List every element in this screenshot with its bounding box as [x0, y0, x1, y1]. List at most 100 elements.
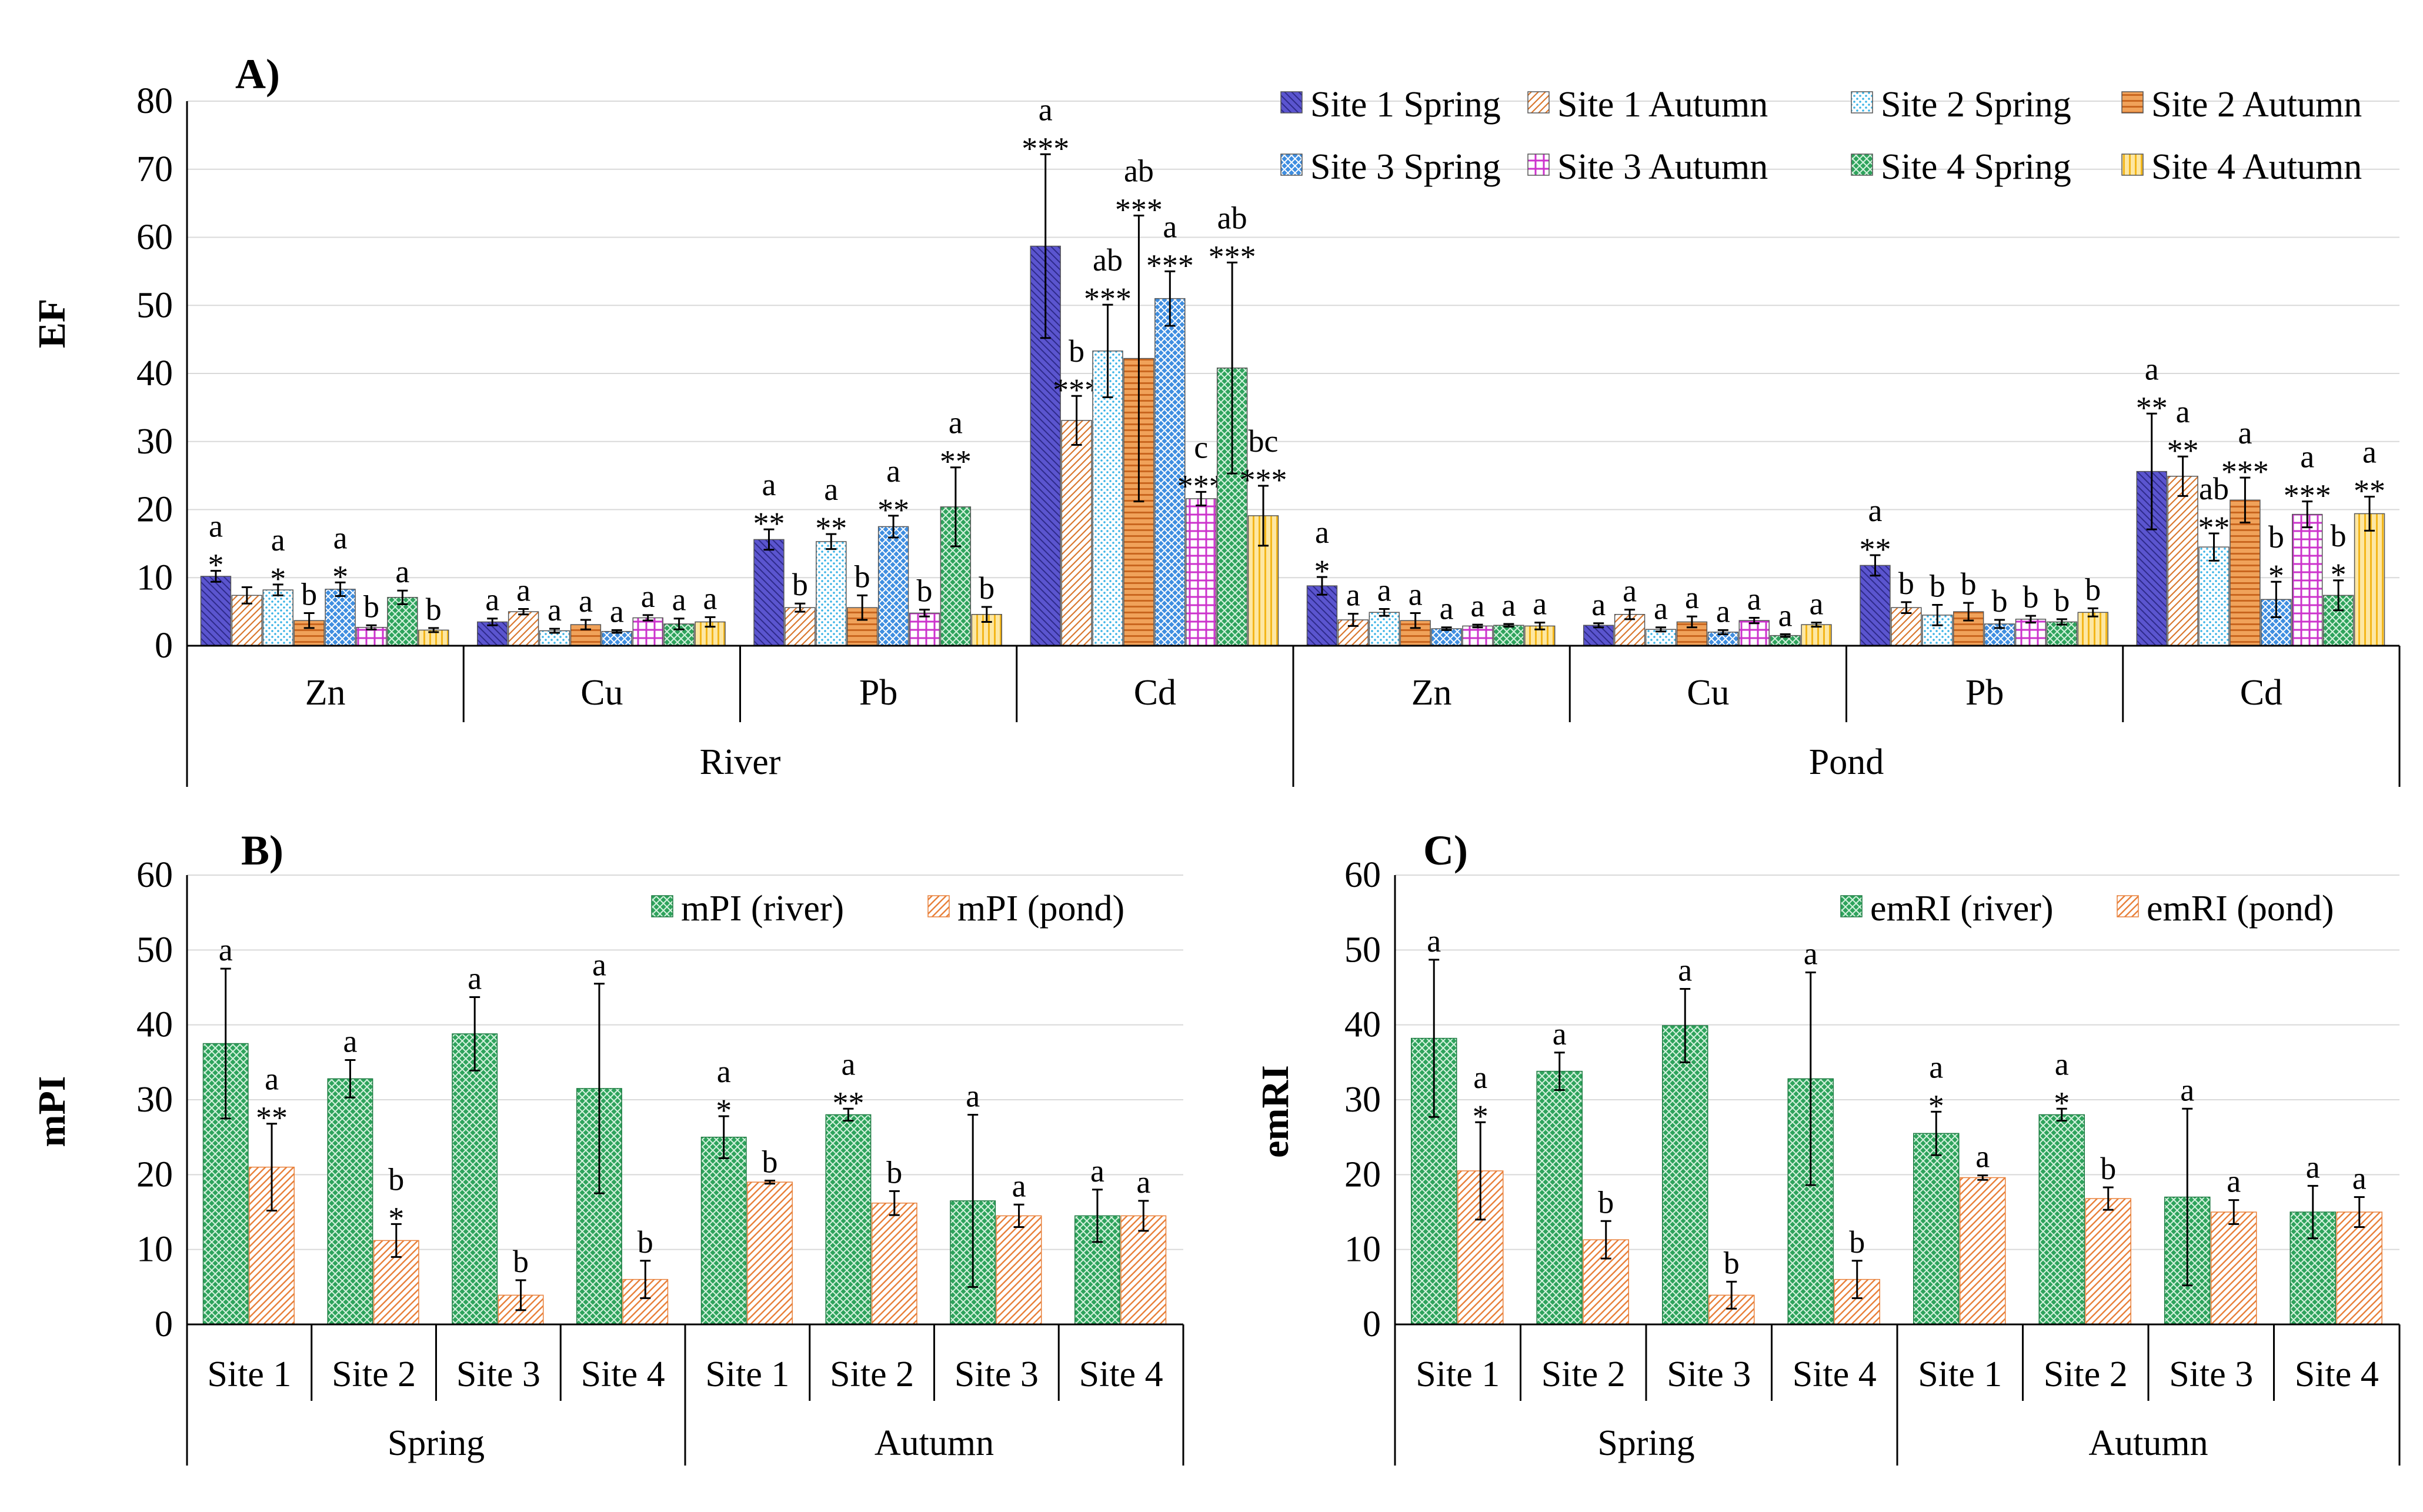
- panel-b-site-label: Site 3: [954, 1354, 1039, 1394]
- panel-a-group-label: River: [700, 742, 781, 782]
- panel-b-site-label: Site 1: [705, 1354, 789, 1394]
- panel-a-significance-letter: a: [2238, 415, 2252, 450]
- panel-c-significance-letter: a: [1929, 1049, 1943, 1084]
- panel-c-y-tick-label: 40: [1344, 1005, 1381, 1045]
- panel-c-significance-letter: b: [1598, 1184, 1614, 1220]
- panel-a-legend-label: Site 1 Autumn: [1557, 85, 1768, 125]
- panel-a-significance-stars: *: [1314, 553, 1330, 589]
- panel-a-legend-swatch: [1527, 153, 1550, 176]
- panel-a-significance-letter: a: [886, 453, 900, 489]
- panel-b-bar: [622, 1279, 669, 1325]
- panel-a-bar: [1154, 298, 1186, 646]
- panel-a-bar: [816, 541, 847, 646]
- panel-a-bar: [632, 617, 663, 646]
- panel-c-y-tick-label: 50: [1344, 930, 1381, 970]
- panel-a-significance-letter: b: [2085, 572, 2101, 607]
- panel-c-site-label: Site 1: [1416, 1354, 1500, 1394]
- panel-a-significance-letter: ab: [1093, 242, 1123, 278]
- panel-a-significance-letter: a: [1716, 593, 1730, 629]
- panel-b-significance-letter: a: [592, 947, 606, 983]
- panel-b-significance-letter: a: [717, 1054, 731, 1089]
- panel-c-bar: [2336, 1211, 2382, 1325]
- panel-a-significance-letter: b: [1898, 566, 1914, 601]
- panel-a-group-label: Pond: [1809, 742, 1884, 782]
- panel-a-significance-letter: b: [301, 576, 317, 612]
- panel-a-significance-letter: a: [1591, 587, 1606, 622]
- panel-b-bar: [1120, 1215, 1167, 1325]
- panel-a-legend-swatch: [2121, 153, 2144, 176]
- panel-a-significance-letter: a: [2300, 439, 2314, 475]
- panel-c-legend-swatch: [2117, 895, 2139, 917]
- panel-c-significance-stars: *: [2054, 1085, 2070, 1120]
- panel-b-significance-stars: *: [716, 1093, 732, 1128]
- panel-a-significance-letter: b: [1992, 583, 2008, 619]
- panel-a-significance-letter: a: [485, 582, 499, 618]
- panel-b-significance-letter: a: [841, 1046, 855, 1082]
- panel-a-significance-letter: b: [1069, 333, 1084, 369]
- panel-b-y-tick-label: 50: [136, 930, 173, 970]
- panel-b-bar: [825, 1114, 872, 1325]
- panel-c-y-tick-label: 60: [1344, 855, 1381, 895]
- panel-a-metal-label: Pb: [859, 673, 897, 713]
- panel-a-significance-letter: a: [672, 582, 686, 618]
- panel-a-significance-letter: a: [548, 592, 562, 628]
- panel-c-legend-label: emRI (pond): [2147, 889, 2334, 929]
- panel-a-bar: [1801, 624, 1832, 646]
- panel-a-significance-stars: ***: [1209, 239, 1256, 274]
- panel-a-significance-letter: b: [1961, 566, 1977, 602]
- panel-b-significance-letter: a: [468, 961, 482, 996]
- panel-a-bar: [2046, 621, 2078, 646]
- panel-b-bar: [996, 1215, 1042, 1325]
- panel-c-significance-letter: a: [2180, 1072, 2194, 1107]
- panel-c-y-tick-label: 30: [1344, 1080, 1381, 1120]
- panel-a-bar: [785, 607, 816, 646]
- panel-a-significance-stars: **: [2136, 390, 2168, 425]
- panel-a-significance-letter: b: [916, 573, 932, 609]
- panel-a-bar: [356, 626, 387, 646]
- panel-b-significance-letter: a: [1136, 1164, 1150, 1200]
- panel-a-y-tick-label: 80: [136, 81, 173, 121]
- panel-c-legend-label: emRI (river): [1870, 889, 2054, 929]
- panel-a-significance-letter: bc: [1249, 423, 1279, 459]
- panel-a-legend-label: Site 4 Autumn: [2151, 147, 2362, 187]
- panel-a-metal-label: Pb: [1965, 673, 2004, 713]
- panel-a-legend-label: Site 3 Autumn: [1557, 147, 1768, 187]
- panel-a-metal-label: Cd: [1134, 673, 1176, 713]
- panel-c-x-axis: Site 1 Site 2 Site 3 Site 4 Site 1 Site 2 Site…: [1394, 875, 2401, 1466]
- panel-c-significance-letter: a: [2352, 1161, 2367, 1196]
- panel-a-significance-letter: a: [1315, 515, 1329, 550]
- panel-a-significance-letter: ab: [1217, 200, 1247, 235]
- panel-b-bar: [700, 1136, 747, 1325]
- panel-c-bar: [1960, 1177, 2006, 1325]
- panel-a-metal-label: Cd: [2240, 673, 2282, 713]
- panel-a-significance-letter: a: [824, 472, 838, 507]
- panel-a-bar: [1186, 498, 1217, 646]
- panel-c-significance-letter: b: [1849, 1224, 1865, 1260]
- panel-b-legend-swatch: [651, 895, 673, 917]
- panel-a-significance-letter: b: [2268, 519, 2284, 555]
- panel-a-significance-stars: ***: [1146, 248, 1194, 283]
- panel-a-legend-swatch: [1280, 91, 1303, 114]
- panel-a-significance-letter: b: [2331, 518, 2347, 553]
- panel-b-y-tick-label: 60: [136, 855, 173, 895]
- panel-a-legend-label: Site 1 Spring: [1310, 85, 1501, 125]
- panel-b-y-axis-label: mPI: [31, 1076, 74, 1147]
- panel-c-bar: [1662, 1025, 1708, 1325]
- panel-c-season-label: Spring: [1597, 1423, 1694, 1463]
- panel-a-y-tick-label: 0: [155, 626, 173, 666]
- panel-a-significance-stars: *: [332, 559, 348, 594]
- panel-b-y-ticks: 0 10 20 30 40 50 60: [136, 855, 173, 1344]
- panel-a-significance-stars: ***: [1115, 192, 1163, 227]
- panel-c-site-label: Site 3: [1667, 1354, 1751, 1394]
- panel-a-bar: [200, 576, 232, 646]
- panel-b-legend-label: mPI (river): [681, 889, 844, 929]
- panel-a-metal-label: Zn: [305, 673, 346, 713]
- panel-b-legend-swatch: [927, 895, 950, 917]
- panel-a-significance-letter: b: [363, 589, 379, 624]
- panel-a-bar: [877, 526, 909, 646]
- panel-c-site-label: Site 1: [1918, 1354, 2002, 1394]
